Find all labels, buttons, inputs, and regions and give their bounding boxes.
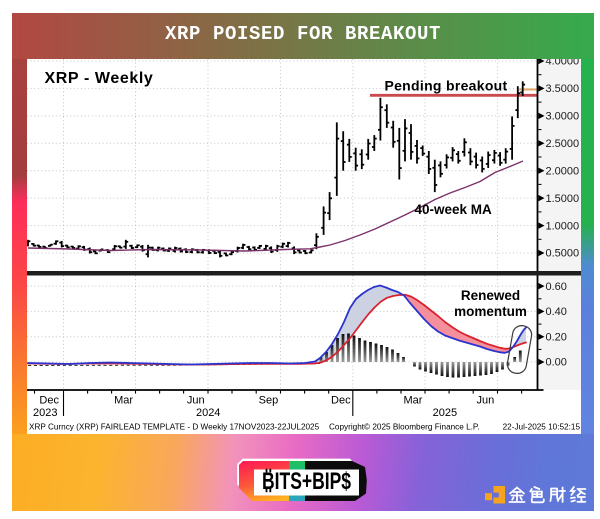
svg-text:1.0000: 1.0000 <box>546 220 580 232</box>
svg-text:22-Jul-2025 10:52:15: 22-Jul-2025 10:52:15 <box>503 423 581 432</box>
svg-text:3.0000: 3.0000 <box>546 111 580 123</box>
svg-text:1.5000: 1.5000 <box>546 193 580 205</box>
svg-text:2.5000: 2.5000 <box>546 138 580 150</box>
svg-text:Renewed: Renewed <box>461 288 520 303</box>
svg-text:Pending breakout: Pending breakout <box>384 78 507 94</box>
svg-text:Dec: Dec <box>39 395 59 407</box>
svg-text:4.0000: 4.0000 <box>546 59 580 68</box>
svg-text:2023: 2023 <box>33 407 57 419</box>
svg-text:2025: 2025 <box>433 407 457 419</box>
svg-text:0.00: 0.00 <box>546 357 567 369</box>
svg-text:2024: 2024 <box>196 407 220 419</box>
svg-text:Jun: Jun <box>477 395 495 407</box>
svg-text:Mar: Mar <box>114 395 133 407</box>
svg-text:0.5000: 0.5000 <box>546 248 580 260</box>
svg-text:BITS+BIP$: BITS+BIP$ <box>262 468 351 494</box>
svg-text:Sep: Sep <box>259 395 279 407</box>
svg-text:XRP - Weekly: XRP - Weekly <box>45 70 154 87</box>
svg-text:0.20: 0.20 <box>546 331 567 343</box>
svg-text:Copyright© 2025 Bloomberg Fina: Copyright© 2025 Bloomberg Finance L.P. <box>329 423 480 432</box>
svg-text:Jun: Jun <box>187 395 205 407</box>
svg-text:XRP Curncy (XRP) FAIRLEAD TEMP: XRP Curncy (XRP) FAIRLEAD TEMPLATE - D W… <box>29 423 320 432</box>
svg-text:Mar: Mar <box>404 395 423 407</box>
svg-text:2.0000: 2.0000 <box>546 165 580 177</box>
svg-text:momentum: momentum <box>454 304 527 319</box>
svg-text:40-week MA: 40-week MA <box>415 202 493 217</box>
svg-text:Dec: Dec <box>331 395 351 407</box>
svg-text:0.40: 0.40 <box>546 306 567 318</box>
svg-text:3.5000: 3.5000 <box>546 83 580 95</box>
svg-text:0.60: 0.60 <box>546 281 567 293</box>
